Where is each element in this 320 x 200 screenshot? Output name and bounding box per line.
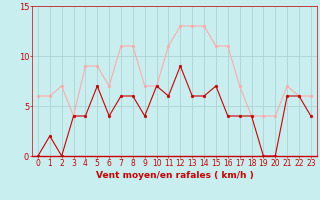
X-axis label: Vent moyen/en rafales ( km/h ): Vent moyen/en rafales ( km/h ) <box>96 171 253 180</box>
